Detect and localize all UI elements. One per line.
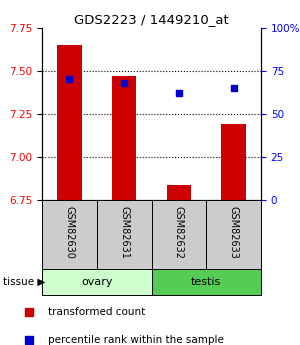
Text: percentile rank within the sample: percentile rank within the sample: [48, 335, 224, 345]
Text: GSM82632: GSM82632: [174, 206, 184, 259]
Title: GDS2223 / 1449210_at: GDS2223 / 1449210_at: [74, 13, 229, 27]
Text: ovary: ovary: [81, 277, 112, 287]
Bar: [97, 200, 152, 269]
Point: [122, 80, 127, 86]
Text: testis: testis: [191, 277, 221, 287]
Bar: [206, 200, 261, 269]
Bar: [57, 45, 82, 200]
Bar: [152, 269, 261, 295]
Text: tissue ▶: tissue ▶: [3, 277, 45, 287]
Bar: [112, 76, 136, 200]
Bar: [42, 200, 97, 269]
Text: transformed count: transformed count: [48, 307, 146, 317]
Text: GSM82630: GSM82630: [64, 206, 74, 258]
Bar: [167, 185, 191, 200]
Point: [67, 77, 72, 82]
Bar: [221, 124, 246, 200]
Point: [176, 90, 181, 96]
Point: [231, 85, 236, 91]
Bar: [152, 200, 206, 269]
Text: GSM82633: GSM82633: [229, 206, 238, 258]
Bar: [42, 269, 152, 295]
Text: GSM82631: GSM82631: [119, 206, 129, 258]
